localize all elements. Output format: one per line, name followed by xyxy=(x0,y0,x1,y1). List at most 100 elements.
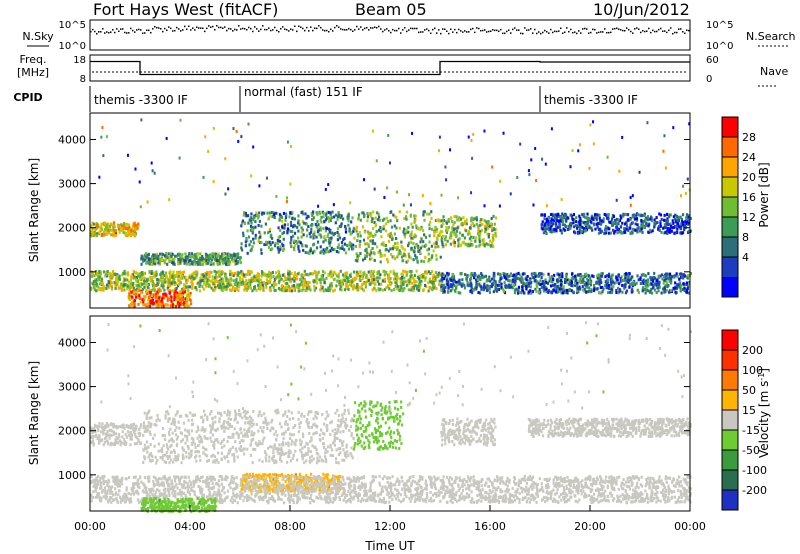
data-cell xyxy=(285,289,288,293)
data-cell xyxy=(290,271,293,275)
data-cell xyxy=(550,280,553,284)
data-cell xyxy=(342,217,345,221)
data-cell xyxy=(658,228,661,232)
data-cell xyxy=(468,244,471,248)
power-panel-ylabel: Slant Range [km] xyxy=(27,158,41,262)
data-cell xyxy=(98,225,101,229)
data-cell xyxy=(356,239,359,243)
data-cell xyxy=(427,281,430,285)
data-cell xyxy=(382,243,385,247)
data-cell xyxy=(326,210,329,214)
data-cell xyxy=(457,244,460,248)
data-cell xyxy=(179,261,182,265)
data-cell xyxy=(432,277,435,281)
data-cell xyxy=(290,238,293,242)
data-cell xyxy=(579,273,582,277)
data-cell xyxy=(418,274,421,278)
data-cell xyxy=(675,224,679,228)
data-cell xyxy=(300,282,303,286)
data-cell xyxy=(258,184,261,188)
data-cell xyxy=(420,237,423,241)
data-cell xyxy=(465,242,468,246)
data-cell xyxy=(677,218,680,222)
data-cell xyxy=(444,165,447,169)
data-cell xyxy=(613,231,616,235)
data-cell xyxy=(544,285,547,289)
data-cell xyxy=(321,285,324,289)
data-cell xyxy=(171,304,174,308)
noise-point xyxy=(540,32,542,35)
data-cell xyxy=(173,274,176,278)
data-cell xyxy=(582,214,585,218)
data-cell xyxy=(687,282,691,286)
data-cell xyxy=(316,272,319,276)
noise-point xyxy=(678,28,680,30)
data-cell xyxy=(586,212,589,216)
data-cell xyxy=(112,228,116,232)
data-cell xyxy=(629,232,632,236)
noise-point xyxy=(186,28,188,31)
data-cell xyxy=(570,283,573,287)
data-cell xyxy=(308,285,311,289)
data-cell xyxy=(634,214,637,218)
data-cell xyxy=(407,225,410,229)
data-cell xyxy=(590,226,593,230)
data-cell xyxy=(670,229,673,233)
data-cell xyxy=(183,261,186,265)
data-cell xyxy=(603,231,606,235)
data-cell xyxy=(426,248,429,252)
data-cell xyxy=(104,222,107,226)
data-cell xyxy=(240,246,243,250)
data-cell xyxy=(151,298,155,302)
data-cell xyxy=(664,166,667,170)
data-cell xyxy=(551,280,554,284)
data-cell xyxy=(239,256,242,260)
data-cell xyxy=(470,223,473,227)
data-cell xyxy=(586,277,589,281)
data-cell xyxy=(456,218,459,222)
data-cell xyxy=(540,272,543,276)
data-cell xyxy=(422,210,425,214)
data-cell xyxy=(291,230,294,234)
data-cell xyxy=(97,275,100,279)
data-cell xyxy=(163,280,167,284)
data-cell xyxy=(119,443,122,447)
data-cell xyxy=(578,285,581,289)
data-cell xyxy=(166,278,170,282)
data-cell xyxy=(283,275,287,279)
data-cell xyxy=(357,288,360,292)
noise-point xyxy=(198,27,200,29)
data-cell xyxy=(593,213,597,217)
data-cell xyxy=(363,215,366,219)
data-cell xyxy=(315,211,318,215)
data-cell xyxy=(125,223,128,227)
data-cell xyxy=(287,269,290,273)
data-cell xyxy=(256,279,259,283)
data-cell xyxy=(141,259,145,263)
data-cell xyxy=(328,284,332,288)
data-cell xyxy=(213,286,217,290)
data-cell xyxy=(178,156,181,160)
data-cell xyxy=(277,276,281,280)
data-cell xyxy=(363,230,366,234)
data-cell xyxy=(107,231,110,235)
data-cell xyxy=(188,259,192,263)
noise-point xyxy=(580,32,582,34)
data-cell xyxy=(625,289,629,293)
data-cell xyxy=(582,288,585,292)
data-cell xyxy=(148,304,152,308)
data-cell xyxy=(247,122,250,126)
data-cell xyxy=(596,213,599,217)
data-cell xyxy=(320,220,323,224)
data-cell xyxy=(293,277,296,281)
data-cell xyxy=(188,262,191,266)
data-cell xyxy=(290,144,293,148)
data-cell xyxy=(418,280,421,284)
data-cell xyxy=(364,272,367,276)
data-cell xyxy=(232,127,235,131)
noise-point xyxy=(194,29,196,31)
data-cell xyxy=(383,277,387,281)
data-cell xyxy=(410,246,413,250)
data-cell xyxy=(387,276,390,280)
data-cell xyxy=(185,281,188,285)
